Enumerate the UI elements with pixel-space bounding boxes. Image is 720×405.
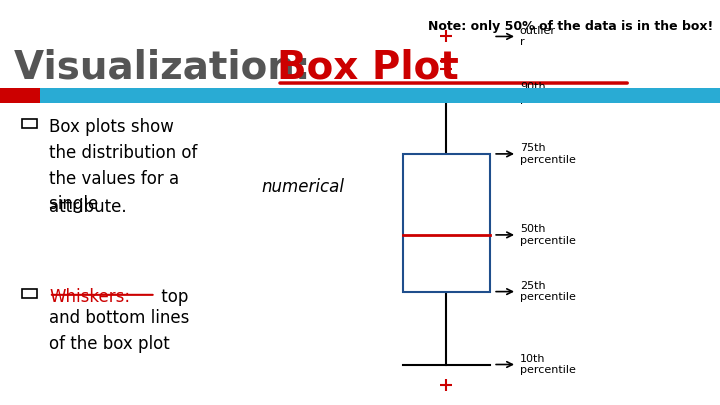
Text: top: top xyxy=(156,288,188,306)
Text: Box Plot: Box Plot xyxy=(277,49,459,87)
Text: 75th
percentile: 75th percentile xyxy=(520,143,576,165)
FancyBboxPatch shape xyxy=(22,289,37,298)
FancyBboxPatch shape xyxy=(22,119,37,128)
Text: and bottom lines
of the box plot: and bottom lines of the box plot xyxy=(49,309,189,353)
Text: 50th
percentile: 50th percentile xyxy=(520,224,576,246)
Text: Note: only 50% of the data is in the box!: Note: only 50% of the data is in the box… xyxy=(428,20,713,33)
Text: 90th
per...: 90th per... xyxy=(520,82,548,104)
Text: Visualization:: Visualization: xyxy=(14,49,325,87)
Bar xyxy=(0,88,40,103)
Bar xyxy=(0,88,720,103)
Text: Box plots show
the distribution of
the values for a
single: Box plots show the distribution of the v… xyxy=(49,118,197,213)
Bar xyxy=(403,154,490,292)
Text: Whiskers:: Whiskers: xyxy=(49,288,130,306)
Text: outlier
r: outlier r xyxy=(520,26,556,47)
Text: 25th
percentile: 25th percentile xyxy=(520,281,576,303)
Text: 10th
percentile: 10th percentile xyxy=(520,354,576,375)
Text: attribute.: attribute. xyxy=(49,198,127,216)
Text: numerical: numerical xyxy=(261,178,344,196)
